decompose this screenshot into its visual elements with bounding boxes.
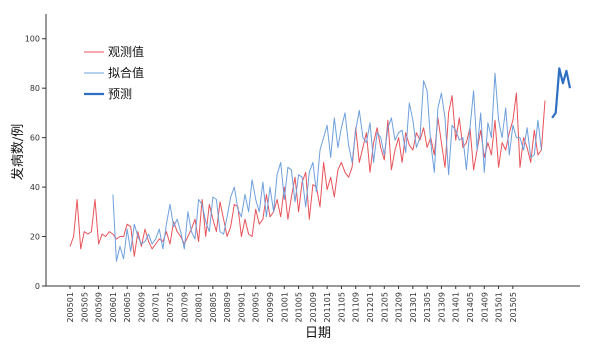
x-tick-label: 201205 bbox=[380, 292, 389, 323]
x-tick-label: 201409 bbox=[480, 292, 489, 323]
legend-label: 预测 bbox=[108, 87, 132, 101]
x-tick-label: 200701 bbox=[152, 292, 161, 323]
x-tick-label: 201009 bbox=[309, 292, 318, 323]
y-ticks: 0 20 40 60 80 100 bbox=[25, 35, 46, 291]
x-tick-label: 200909 bbox=[266, 292, 275, 323]
x-tick-label: 201305 bbox=[423, 292, 432, 323]
x-tick-label: 201405 bbox=[466, 292, 475, 323]
x-tick-label: 200905 bbox=[252, 292, 261, 323]
x-tick-label: 201001 bbox=[280, 292, 289, 323]
x-tick-label: 201309 bbox=[437, 292, 446, 323]
x-tick-label: 201105 bbox=[337, 292, 346, 323]
y-tick-label: 100 bbox=[25, 35, 40, 44]
x-tick-label: 201505 bbox=[509, 292, 518, 323]
x-tick-label: 200705 bbox=[166, 292, 175, 323]
series-line-1 bbox=[69, 92, 546, 257]
series-line-2 bbox=[112, 72, 542, 262]
y-tick-label: 80 bbox=[30, 84, 40, 93]
y-tick-label: 40 bbox=[30, 183, 40, 192]
series-group bbox=[69, 67, 572, 262]
x-tick-label: 200601 bbox=[109, 292, 118, 323]
y-tick-label: 60 bbox=[30, 134, 40, 143]
x-tick-label: 200809 bbox=[223, 292, 232, 323]
x-tick-label: 201101 bbox=[323, 292, 332, 323]
x-tick-label: 200605 bbox=[123, 292, 132, 323]
series-line-3 bbox=[551, 67, 572, 119]
x-axis-label: 日期 bbox=[305, 326, 331, 341]
x-tick-label: 201109 bbox=[352, 292, 361, 323]
x-tick-label: 201501 bbox=[495, 292, 504, 323]
x-tick-label: 200505 bbox=[80, 292, 89, 323]
x-tick-label: 200509 bbox=[95, 292, 104, 323]
x-tick-label: 200801 bbox=[195, 292, 204, 323]
legend-label: 拟合值 bbox=[108, 65, 144, 80]
x-tick-label: 201301 bbox=[409, 292, 418, 323]
x-tick-label: 201401 bbox=[452, 292, 461, 323]
legend-label: 观测值 bbox=[108, 44, 144, 59]
x-tick-label: 200805 bbox=[209, 292, 218, 323]
x-tick-label: 200609 bbox=[137, 292, 146, 323]
x-tick-label: 200901 bbox=[237, 292, 246, 323]
y-tick-label: 0 bbox=[35, 282, 40, 291]
x-tick-label: 201201 bbox=[366, 292, 375, 323]
y-tick-label: 20 bbox=[30, 233, 40, 242]
x-tick-label: 201209 bbox=[395, 292, 404, 323]
x-tick-label: 200501 bbox=[66, 292, 75, 323]
x-tick-label: 201005 bbox=[295, 292, 304, 323]
x-tick-label: 200709 bbox=[180, 292, 189, 323]
y-axis-label: 发病数/例 bbox=[10, 124, 26, 180]
x-ticks: 200501 200505 200509 200601 200605 200609 2007… bbox=[66, 286, 518, 323]
